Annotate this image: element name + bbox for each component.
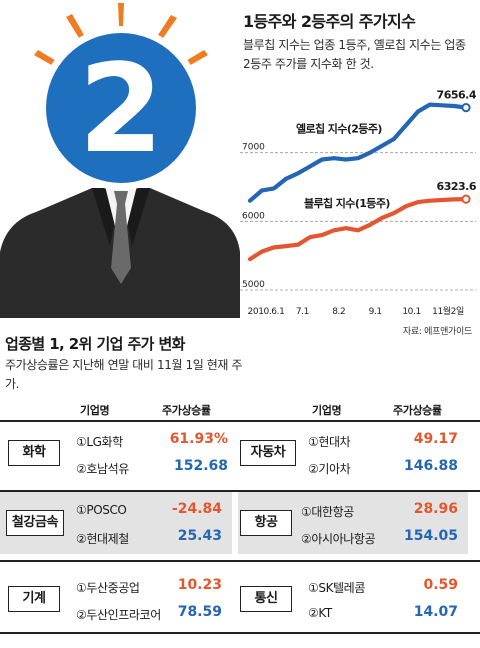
chart-subtitle: 블루칩 지수는 업종 1등주, 옐로칩 지수는 업종 2등주 주가를 지수화 한… [243, 38, 466, 71]
company-honam-petro: ②호남석유 [76, 462, 129, 476]
category-machinery: 기계 [8, 586, 60, 612]
rate-doosan-infracore: 78.59 [177, 604, 222, 620]
rate-sk-telecom: 0.59 [423, 577, 458, 593]
company-korean-air: ①대한항공 [301, 505, 354, 519]
rate-doosan-heavy: 10.23 [177, 577, 222, 593]
table-top-rule [0, 420, 480, 422]
x-tick-label-5: 11월2일 [432, 305, 464, 317]
series-name-label-0: 옐로칩 지수(2등주) [296, 122, 382, 136]
rate-lg-chem: 61.93% [169, 431, 228, 447]
illustration-figure-with-2-badge: 2 [0, 3, 240, 318]
x-tick-label-3: 9.1 [369, 307, 382, 317]
y-tick-label-7000: 7000 [242, 143, 265, 153]
y-tick-label-5000: 5000 [242, 280, 265, 290]
rate-korean-air: 28.96 [413, 501, 458, 517]
right-company-header: 기업명 [312, 404, 342, 417]
badge-head: 2 [39, 26, 203, 190]
table-bottom-rule [0, 632, 480, 634]
table-rule-1 [0, 490, 480, 492]
company-posco: ①POSCO [76, 503, 127, 517]
series-end-value-1: 6323.6 [437, 180, 477, 193]
rate-honam-petro: 152.68 [173, 458, 228, 474]
company-kia: ②기아차 [308, 462, 351, 476]
company-doosan-heavy: ①두산중공업 [76, 581, 140, 595]
rate-hyundai-steel: 25.43 [177, 528, 222, 544]
table-rule-2 [0, 560, 480, 562]
rate-kt: 14.07 [413, 604, 458, 620]
table-note: 주가상승률은 지난해 연말 대비 11월 1일 현재 주가. [5, 358, 243, 391]
left-rate-header: 주가상승률 [162, 404, 211, 417]
x-tick-label-1: 7.1 [296, 307, 309, 317]
badge-number: 2 [79, 38, 164, 180]
company-hyundai-motor: ①현대차 [308, 435, 351, 449]
category-airline: 항공 [240, 510, 292, 536]
y-tick-label-6000: 6000 [242, 211, 265, 221]
rate-posco: -24.84 [171, 501, 222, 517]
table-title: 업종별 1, 2위 기업 주가 변화 [5, 335, 185, 353]
series-name-label-1: 블루칩 지수(1등주) [304, 196, 390, 210]
company-sk-telecom: ①SK텔레콤 [308, 581, 365, 595]
category-steel: 철강금속 [6, 510, 64, 536]
series-line-0 [247, 102, 469, 203]
x-tick-label-2: 8.2 [332, 307, 345, 317]
category-auto: 자동차 [240, 440, 296, 466]
series-end-value-0: 7656.4 [437, 89, 477, 102]
company-lg-chem: ①LG화학 [76, 435, 123, 449]
right-rate-header: 주가상승률 [393, 404, 442, 417]
company-doosan-infracore: ②두산인프라코어 [76, 608, 161, 622]
x-tick-label-0: 2010.6.1 [248, 307, 285, 317]
rate-hyundai-motor: 49.17 [413, 431, 458, 447]
category-telecom: 통신 [240, 586, 292, 612]
x-tick-label-4: 10.1 [402, 307, 420, 317]
company-hyundai-steel: ②현대제철 [76, 532, 129, 546]
rate-asiana: 154.05 [403, 528, 458, 544]
line-chart: 5000 6000 7000 2010.6.1 7.1 8.2 9.1 10.1 11월2일 76… [240, 89, 477, 317]
rate-kia: 146.88 [403, 458, 458, 474]
series-endpoint-1 [461, 194, 471, 204]
chart-title: 1등주와 2등주의 주가지수 [243, 12, 416, 31]
series-endpoint-0 [461, 102, 471, 113]
series-line-1 [247, 196, 469, 262]
chart-source: 자료: 에프앤가이드 [402, 327, 472, 337]
burst-rays [34, 3, 208, 67]
suit-body [0, 186, 240, 318]
category-chemical: 화학 [8, 440, 60, 466]
left-company-header: 기업명 [80, 404, 110, 417]
company-kt: ②KT [308, 606, 332, 620]
company-asiana: ②아시아나항공 [301, 532, 376, 546]
